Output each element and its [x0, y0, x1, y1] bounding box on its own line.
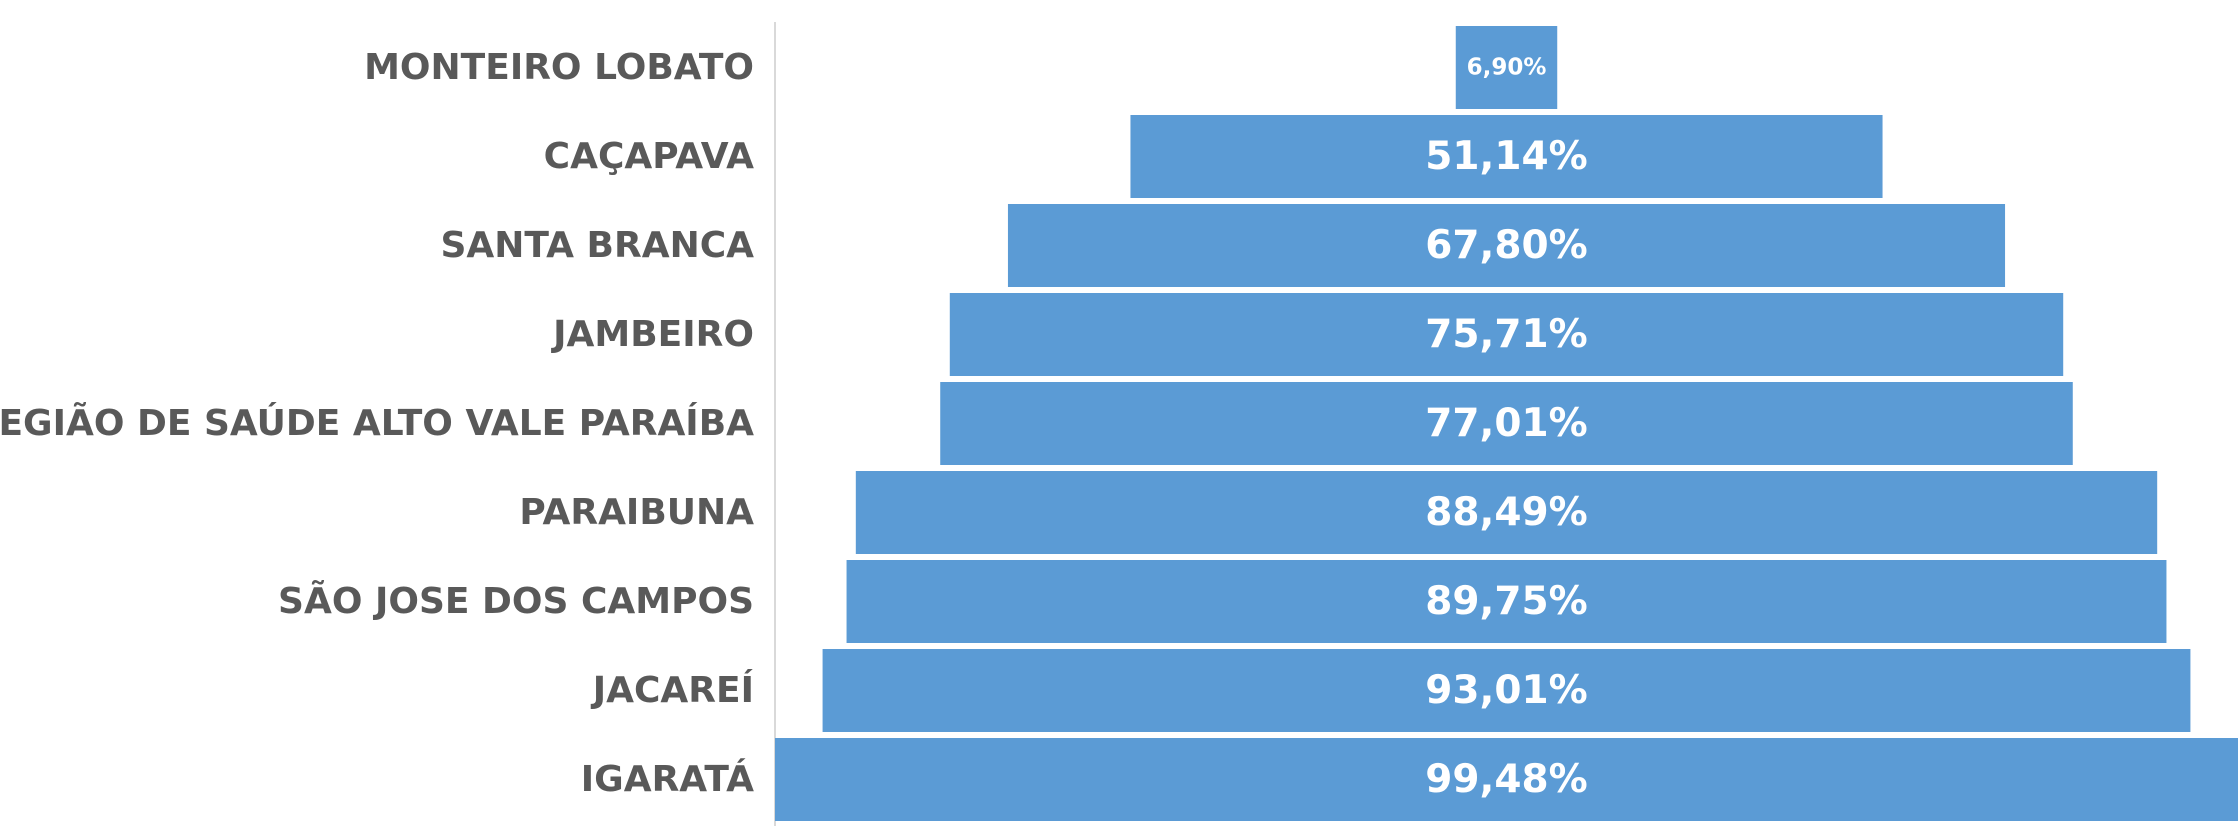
bar	[846, 560, 2167, 643]
category-label: SÃO JOSE DOS CAMPOS	[278, 580, 754, 622]
data-label: 6,90%	[1467, 55, 1547, 81]
bar	[1007, 204, 2006, 287]
category-label: IGARATÁ	[581, 758, 754, 800]
category-label: MONTEIRO LOBATO	[364, 47, 754, 88]
category-label: CAÇAPAVA	[544, 136, 754, 177]
data-label: 93,01%	[1425, 668, 1587, 713]
category-label: JAMBEIRO	[550, 314, 754, 355]
category-label: REGIÃO DE SAÚDE ALTO VALE PARAÍBA	[0, 402, 754, 444]
data-label: 75,71%	[1425, 312, 1587, 357]
data-label: 77,01%	[1425, 401, 1587, 446]
bar	[775, 738, 2238, 821]
bar	[949, 293, 2064, 376]
data-label: 89,75%	[1425, 579, 1587, 624]
bar	[855, 471, 2158, 554]
category-label: PARAIBUNA	[519, 492, 754, 533]
bar	[940, 382, 2073, 465]
data-label: 88,49%	[1425, 490, 1587, 535]
bar	[822, 649, 2191, 732]
data-label: 67,80%	[1425, 223, 1587, 268]
data-label: 51,14%	[1425, 134, 1587, 179]
category-label: JACAREÍ	[590, 669, 754, 711]
bar	[1130, 115, 1883, 198]
bar	[1455, 26, 1558, 109]
data-label: 99,48%	[1425, 757, 1587, 802]
category-label: SANTA BRANCA	[440, 225, 754, 266]
